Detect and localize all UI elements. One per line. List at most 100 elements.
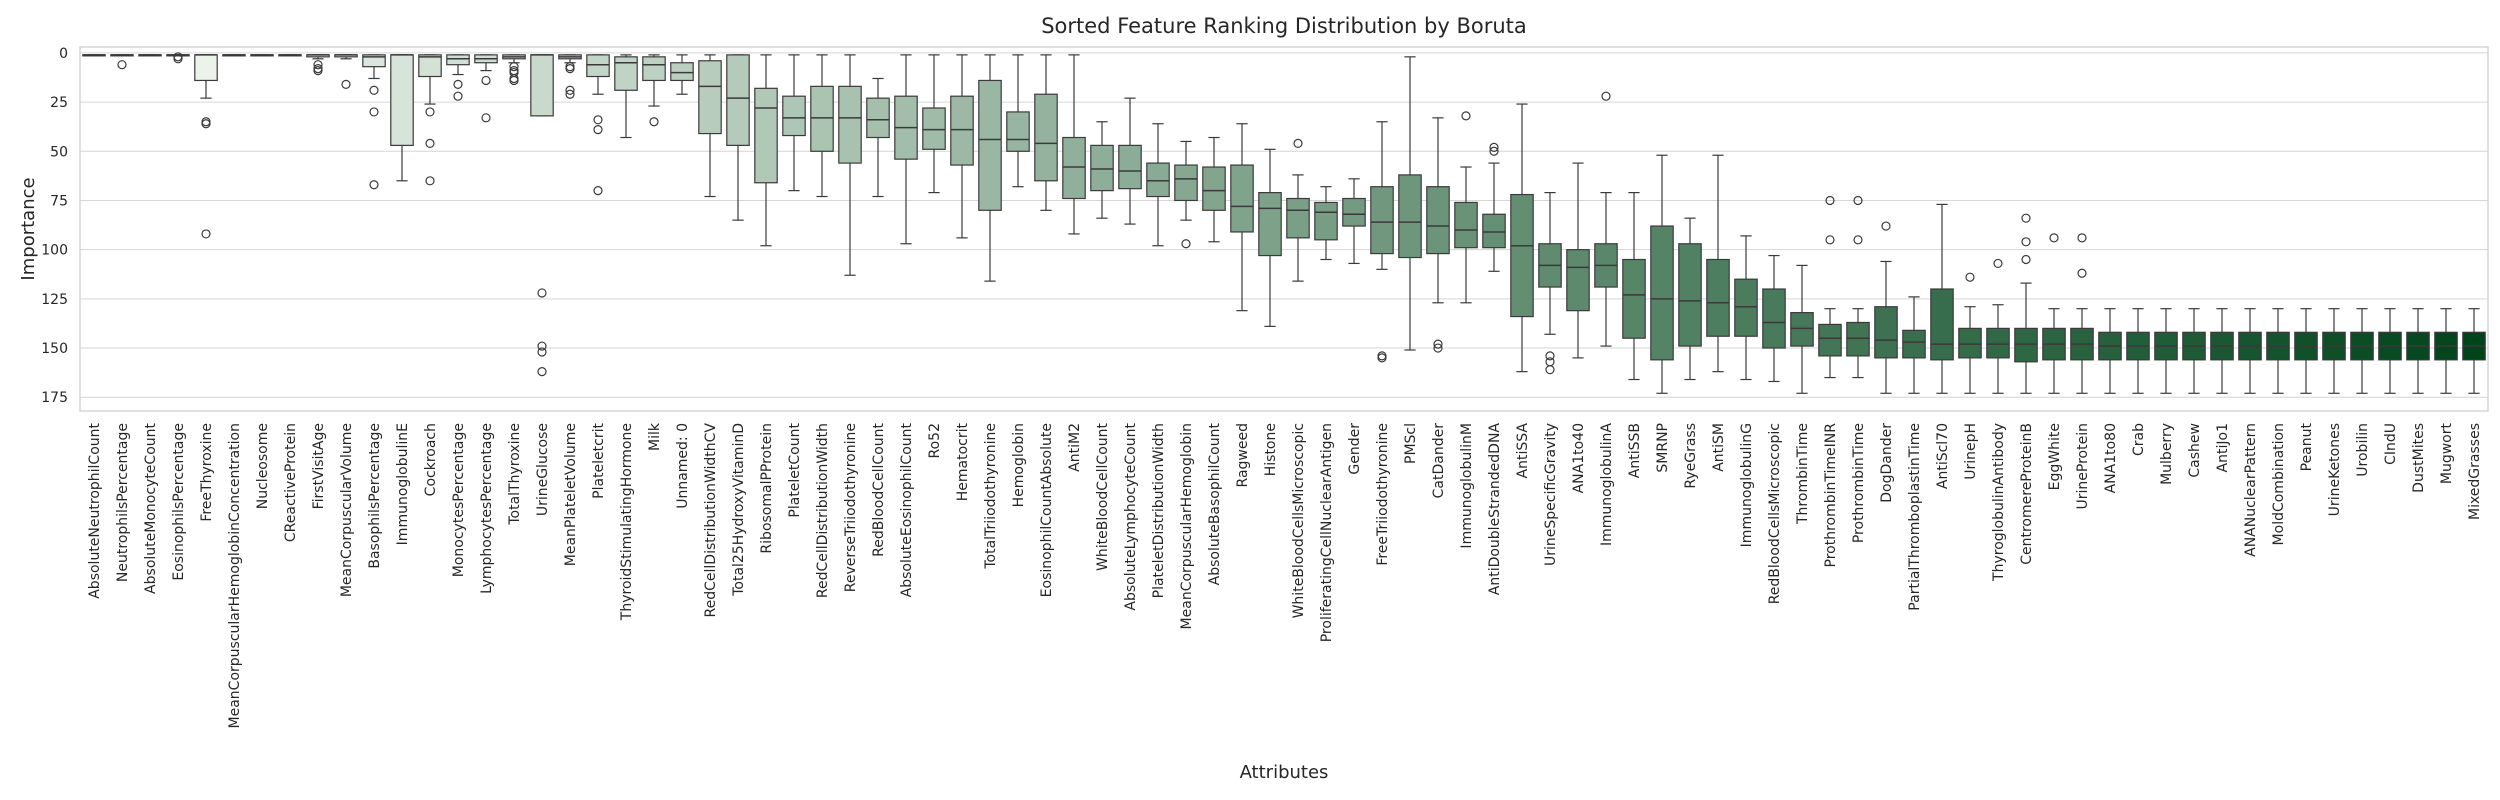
box-group <box>1958 272 1982 394</box>
box-group <box>1454 111 1478 304</box>
box-group <box>1202 136 1226 243</box>
x-axis-label: Attributes <box>1240 762 1329 783</box>
outlier-point <box>509 75 519 86</box>
iqr-box <box>446 54 470 66</box>
x-tick-label: Urobilin <box>2355 423 2371 477</box>
iqr-box <box>1510 193 1534 318</box>
outlier-point <box>1181 239 1191 249</box>
x-tick-label: MeanPlateletVolume <box>563 423 579 566</box>
x-tick-label: EggWhite <box>2047 423 2063 490</box>
box-group <box>1790 264 1814 394</box>
outlier-point <box>201 119 211 129</box>
x-tick-label: ProthrombinTime <box>1851 423 1867 543</box>
x-tick-label: ThrombinTime <box>1795 423 1811 525</box>
x-tick-label: Unnamed: 0 <box>675 423 691 509</box>
box-group <box>306 54 330 76</box>
box-group <box>2322 308 2346 394</box>
iqr-box <box>1454 201 1478 249</box>
y-tick-label: 50 <box>50 144 68 160</box>
box-group <box>2210 308 2234 394</box>
outlier-point <box>565 85 575 95</box>
box-group <box>1426 117 1450 353</box>
box-group <box>1762 254 1786 383</box>
outlier-point <box>369 107 379 117</box>
box-group <box>642 54 666 127</box>
boxes-layer <box>82 52 2486 394</box>
box-group <box>1902 296 1926 394</box>
x-tick-label: FirstVisitAge <box>311 423 327 509</box>
iqr-box <box>670 62 694 82</box>
iqr-box <box>1118 144 1142 190</box>
box-group <box>586 54 610 196</box>
box-group <box>2070 233 2094 394</box>
box-group <box>2406 308 2430 394</box>
x-tick-label: PlateletCount <box>787 423 803 518</box>
iqr-box <box>1146 162 1170 198</box>
box-group <box>2462 308 2486 394</box>
x-tick-label: AntiSSB <box>1627 423 1643 478</box>
iqr-box <box>2014 327 2038 363</box>
box-group <box>2266 308 2290 394</box>
iqr-box <box>1314 201 1338 241</box>
outlier-point <box>1881 221 1891 231</box>
x-tick-label: UrineSpecificGravity <box>1543 423 1559 566</box>
x-tick-label: RedCellDistributionWidthCV <box>703 423 719 618</box>
outlier-point <box>537 367 547 377</box>
iqr-box <box>1986 327 2010 359</box>
box-group <box>698 54 722 198</box>
iqr-box <box>1034 93 1058 182</box>
x-tick-label: MeanCorpuscularVolume <box>339 423 355 597</box>
x-tick-label: MonocytesPercentage <box>451 423 467 577</box>
box-group <box>2378 308 2402 394</box>
box-group <box>2182 308 2206 394</box>
box-group <box>1006 54 1030 188</box>
iqr-box <box>1930 288 1954 361</box>
x-tick-label: ThyroidStimulatingHormone <box>619 423 635 621</box>
outlier-point <box>173 54 183 64</box>
iqr-box <box>1202 166 1226 211</box>
x-tick-label: ImmunoglobulinE <box>395 423 411 545</box>
outlier-point <box>565 89 575 99</box>
outlier-point <box>1993 258 2003 269</box>
x-tick-label: Histone <box>1263 423 1279 476</box>
x-tick-label: RedBloodCellCount <box>871 422 887 556</box>
iqr-box <box>1258 192 1282 257</box>
box-group <box>1818 195 1842 379</box>
iqr-box <box>754 87 778 184</box>
box-group <box>278 54 302 57</box>
box-group <box>2238 308 2262 394</box>
x-tick-label: ANANuclearPattern <box>2243 423 2259 557</box>
iqr-box <box>1062 136 1086 200</box>
box-group <box>1258 148 1282 327</box>
iqr-box <box>1566 249 1590 312</box>
outlier-point <box>369 180 379 190</box>
iqr-box <box>1790 312 1814 347</box>
iqr-box <box>194 54 218 82</box>
iqr-box <box>1482 213 1506 249</box>
box-group <box>1370 121 1394 363</box>
y-tick-label: 25 <box>50 95 68 111</box>
outlier-point <box>313 60 323 70</box>
outlier-point <box>593 186 603 196</box>
x-tick-label: NeutrophilsPercentage <box>115 423 131 582</box>
x-tick-label: AbsoluteMonocyteCount <box>143 422 159 593</box>
x-tick-label: ProthrombinTimeINR <box>1823 423 1839 568</box>
box-group <box>754 54 778 247</box>
y-tick-label: 175 <box>41 390 68 406</box>
x-tick-label: RedCellDistributionWidth <box>815 423 831 598</box>
x-tick-label: CentromereProteinB <box>2019 423 2035 565</box>
x-tick-label: AbsoluteNeutrophilCount <box>87 422 103 598</box>
x-tick-label: PlateletDistributionWidth <box>1151 423 1167 598</box>
iqr-box <box>642 56 666 82</box>
box-group <box>2294 308 2318 394</box>
box-group <box>2350 308 2374 394</box>
box-group <box>390 54 414 182</box>
x-tick-label: Cockroach <box>423 423 439 496</box>
iqr-box <box>586 54 610 78</box>
box-group <box>670 54 694 95</box>
x-tick-label: Ragweed <box>1235 423 1251 487</box>
x-tick-label: MeanCorpuscularHemoglobin <box>1179 423 1195 629</box>
outlier-point <box>565 64 575 74</box>
iqr-box <box>1174 164 1198 202</box>
x-tick-labels: AbsoluteNeutrophilCount NeutrophilsPercen… <box>87 422 2483 728</box>
